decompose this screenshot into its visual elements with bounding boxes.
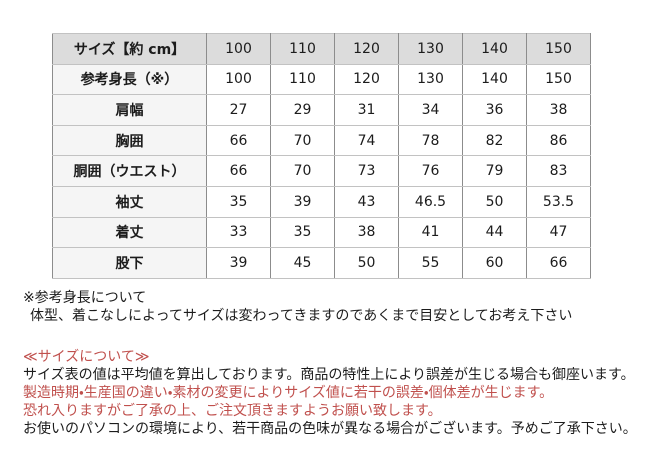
size-value-cell: 140 — [462, 63, 527, 96]
size-value-cell: 53.5 — [526, 185, 591, 218]
size-value-cell: 110 — [270, 63, 335, 96]
size-column-header: 100 — [206, 33, 271, 65]
size-value-cell: 130 — [398, 63, 463, 96]
size-value-cell: 66 — [206, 124, 271, 157]
size-value-cell: 100 — [206, 63, 271, 96]
row-label: 股下 — [52, 247, 207, 279]
notes-block-gap — [23, 325, 637, 348]
table-row-reference-height: 参考身長（※） 100 110 120 130 140 150 — [52, 63, 591, 96]
size-about-line: サイズ表の値は平均値を算出しております。商品の特性上により誤差が生じる場合も御座… — [23, 367, 635, 383]
size-value-cell: 27 — [206, 94, 271, 126]
size-value-cell: 55 — [398, 247, 463, 279]
size-value-cell: 78 — [398, 124, 463, 157]
size-value-cell: 31 — [334, 94, 399, 126]
size-column-header: 150 — [526, 33, 591, 65]
size-value-cell: 79 — [462, 155, 527, 187]
size-value-cell: 150 — [526, 63, 591, 96]
size-about-line: お使いのパソコンの環境により、若干商品の色味が異なる場合がございます。予めご了承… — [23, 421, 637, 437]
table-row-shoulder-width: 肩幅 27 29 31 34 36 38 — [52, 94, 591, 126]
row-label: 袖丈 — [52, 185, 207, 218]
size-value-cell: 70 — [270, 155, 335, 187]
size-value-cell: 41 — [398, 216, 463, 249]
size-value-cell: 43 — [334, 185, 399, 218]
size-value-cell: 74 — [334, 124, 399, 157]
size-value-cell: 70 — [270, 124, 335, 157]
size-value-cell: 39 — [270, 185, 335, 218]
size-value-cell: 34 — [398, 94, 463, 126]
size-value-cell: 39 — [206, 247, 271, 279]
size-value-cell: 35 — [270, 216, 335, 249]
size-column-header: 130 — [398, 33, 463, 65]
row-label: 胸囲 — [52, 124, 207, 157]
size-value-cell: 82 — [462, 124, 527, 157]
size-value-cell: 29 — [270, 94, 335, 126]
size-about-line: 恐れ入りますがご了承の上、ご注文頂きますようお願い致します。 — [23, 403, 442, 419]
size-value-cell: 33 — [206, 216, 271, 249]
size-table-header-row: サイズ【約 cm】 100 110 120 130 140 150 — [52, 33, 591, 65]
size-value-cell: 60 — [462, 247, 527, 279]
size-value-cell: 45 — [270, 247, 335, 279]
notes-section: ※参考身長について 体型、着こなしによってサイズは変わってきますのであくまで目安… — [23, 289, 637, 438]
size-value-cell: 38 — [334, 216, 399, 249]
size-column-header: 110 — [270, 33, 335, 65]
size-column-header: 120 — [334, 33, 399, 65]
size-value-cell: 46.5 — [398, 185, 463, 218]
size-value-cell: 66 — [206, 155, 271, 187]
table-row-inseam: 股下 39 45 50 55 60 66 — [52, 247, 591, 279]
size-value-cell: 47 — [526, 216, 591, 249]
size-value-cell: 38 — [526, 94, 591, 126]
size-table-title-cell: サイズ【約 cm】 — [52, 33, 207, 65]
size-value-cell: 36 — [462, 94, 527, 126]
table-row-chest: 胸囲 66 70 74 78 82 86 — [52, 124, 591, 157]
size-value-cell: 83 — [526, 155, 591, 187]
size-about-title: ≪サイズについて≫ — [23, 349, 150, 365]
size-value-cell: 66 — [526, 247, 591, 279]
size-column-header: 140 — [462, 33, 527, 65]
size-value-cell: 120 — [334, 63, 399, 96]
size-value-cell: 76 — [398, 155, 463, 187]
reference-height-note-title: ※参考身長について — [23, 290, 147, 306]
table-row-waist: 胴囲（ウエスト） 66 70 73 76 79 83 — [52, 155, 591, 187]
row-label: 参考身長（※） — [52, 63, 207, 96]
size-value-cell: 86 — [526, 124, 591, 157]
row-label: 着丈 — [52, 216, 207, 249]
table-row-sleeve-length: 袖丈 35 39 43 46.5 50 53.5 — [52, 185, 591, 218]
table-row-body-length: 着丈 33 35 38 41 44 47 — [52, 216, 591, 249]
reference-height-note-body: 体型、着こなしによってサイズは変わってきますのであくまで目安としてお考え下さい — [30, 308, 573, 324]
size-about-line: 製造時期・生産国の違い・素材の変更によりサイズ値に若干の誤差・個体差が生じます。 — [23, 385, 554, 401]
size-value-cell: 35 — [206, 185, 271, 218]
size-value-cell: 50 — [462, 185, 527, 218]
size-table: サイズ【約 cm】 100 110 120 130 140 150 参考身長（※… — [52, 33, 591, 279]
size-value-cell: 50 — [334, 247, 399, 279]
size-value-cell: 44 — [462, 216, 527, 249]
row-label: 肩幅 — [52, 94, 207, 126]
size-value-cell: 73 — [334, 155, 399, 187]
row-label: 胴囲（ウエスト） — [52, 155, 207, 187]
